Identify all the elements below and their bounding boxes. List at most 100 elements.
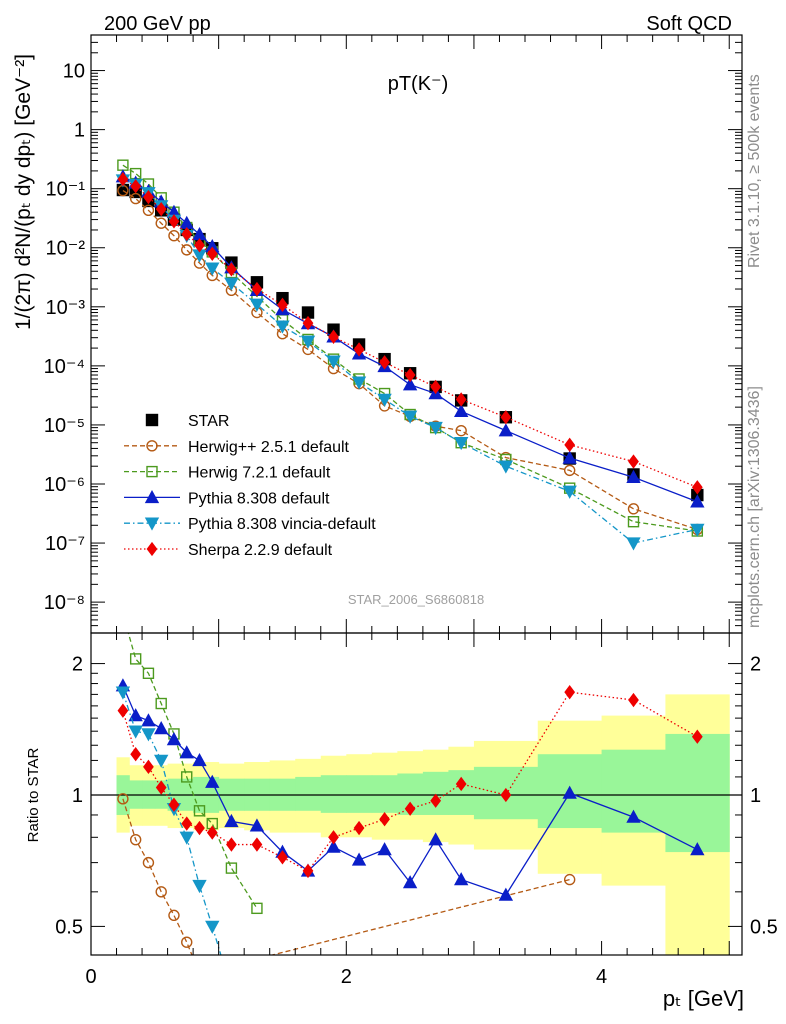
- ratio-series-line: [122, 691, 222, 955]
- data-point: [626, 469, 641, 483]
- data-point: [194, 238, 205, 253]
- data-point: [404, 367, 416, 383]
- y-tick-label: 10⁻¹: [46, 179, 86, 201]
- series-line: [122, 179, 698, 544]
- ratio-band-inner: [320, 775, 347, 813]
- ratio-y-tick-label: 2: [72, 654, 83, 676]
- ratio-point: [455, 776, 467, 792]
- y-tick-label: 10: [63, 61, 85, 83]
- data-point: [251, 281, 263, 297]
- legend-marker: [146, 440, 158, 452]
- data-point: [379, 355, 390, 370]
- data-point: [155, 201, 167, 217]
- ratio-point: [563, 873, 576, 886]
- ratio-point: [194, 820, 205, 836]
- data-point: [377, 393, 392, 407]
- data-point: [500, 410, 512, 425]
- y-tick-label: 10⁻³: [46, 297, 86, 319]
- ratio-point: [155, 780, 167, 795]
- ratio-point: [326, 839, 341, 853]
- data-point: [117, 171, 129, 187]
- legend-label: Pythia 8.308 vincia-default: [188, 516, 376, 533]
- ratio-point: [142, 856, 155, 869]
- ratio-frame: [90, 632, 743, 956]
- data-point: [562, 485, 577, 499]
- ratio-point: [430, 793, 442, 808]
- mcplots-label: mcplots.cern.ch [arXiv:1306.3436]: [746, 386, 763, 628]
- ratio-series-1: [118, 609, 263, 915]
- data-point: [628, 454, 639, 469]
- ratio-point: [154, 721, 169, 735]
- ratio-point: [128, 725, 143, 739]
- y-axis-label: 1/(2π) d²N/(pₜ dy dpₜ) [GeV⁻²]: [12, 54, 35, 330]
- data-point: [206, 246, 218, 261]
- x-tick-label: 0: [85, 966, 96, 988]
- data-point: [627, 503, 640, 515]
- ratio-point: [155, 886, 167, 898]
- y-tick-label: 10⁻⁴: [44, 356, 85, 378]
- ratio-point: [154, 754, 169, 768]
- legend-label: Sherpa 2.2.9 default: [188, 542, 333, 559]
- ratio-point: [277, 850, 288, 865]
- data-point: [498, 423, 514, 437]
- legend-entry: Sherpa 2.2.9 default: [124, 541, 333, 559]
- data-point: [455, 424, 467, 437]
- ratio-band-inner: [295, 776, 322, 811]
- ratio-series-line: [122, 798, 570, 955]
- data-point: [328, 329, 339, 345]
- ratio-point: [402, 875, 418, 889]
- ratio-point: [226, 837, 237, 852]
- data-point: [326, 355, 341, 369]
- data-point: [143, 189, 154, 205]
- ratio-point: [225, 862, 238, 874]
- ratio-point: [115, 686, 131, 700]
- legend-marker: [144, 489, 160, 504]
- ratio-point: [117, 793, 129, 805]
- data-point: [563, 464, 576, 477]
- ratio-band-inner: [346, 775, 373, 813]
- data-point: [181, 244, 193, 256]
- plot-title: pT(K⁻): [388, 73, 449, 95]
- legend-entry: Herwig++ 2.5.1 default: [124, 439, 350, 456]
- ratio-point: [302, 863, 314, 879]
- data-point: [453, 437, 469, 451]
- data-point: [300, 335, 316, 349]
- ratio-point: [129, 653, 142, 665]
- legend-label: STAR: [188, 413, 229, 430]
- y-tick-label: 10⁻⁶: [44, 474, 85, 496]
- ratio-point: [224, 813, 239, 828]
- ratio-point: [453, 872, 469, 886]
- legend-label: Pythia 8.308 default: [188, 490, 330, 507]
- ratio-point: [251, 902, 263, 915]
- ratio-series-0: [117, 793, 576, 955]
- ratio-band-inner: [422, 771, 449, 815]
- data-point: [690, 494, 705, 508]
- data-point: [249, 298, 265, 312]
- ratio-point: [192, 879, 207, 894]
- y-tick-label: 1: [74, 120, 85, 142]
- legend-entry: Pythia 8.308 default: [124, 489, 330, 507]
- ratio-y-tick-label-right: 2: [750, 654, 761, 676]
- data-point: [455, 392, 467, 407]
- y-tick-label: 10⁻⁷: [45, 533, 85, 555]
- data-point: [155, 217, 167, 229]
- legend-marker: [146, 465, 158, 478]
- legend-marker: [144, 517, 160, 531]
- ratio-point: [181, 816, 193, 831]
- ratio-point: [181, 936, 193, 948]
- ratio-point: [141, 713, 156, 727]
- legend-label: Herwig 7.2.1 default: [188, 465, 331, 482]
- ratio-point: [118, 609, 128, 619]
- data-point: [690, 523, 705, 537]
- data-point: [168, 229, 180, 242]
- header-left: 200 GeV pp: [104, 13, 211, 35]
- data-point: [130, 179, 142, 194]
- ratio-plot-area: [91, 609, 742, 975]
- ratio-point: [328, 830, 339, 845]
- ratio-point: [219, 964, 231, 975]
- rivet-version-label: Rivet 3.1.10, ≥ 500k events: [746, 74, 763, 268]
- ratio-point: [192, 752, 207, 767]
- data-point: [226, 262, 237, 277]
- ratio-point: [691, 729, 703, 744]
